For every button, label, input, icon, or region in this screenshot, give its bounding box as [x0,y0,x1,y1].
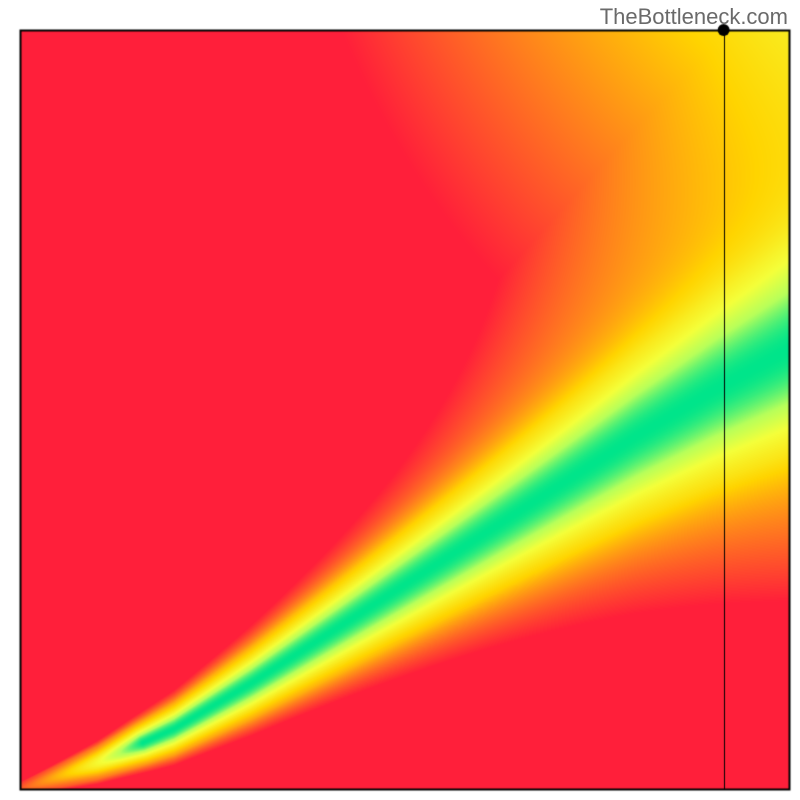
attribution-label: TheBottleneck.com [600,4,788,30]
chart-container: TheBottleneck.com [0,0,800,800]
bottleneck-heatmap [0,0,800,800]
